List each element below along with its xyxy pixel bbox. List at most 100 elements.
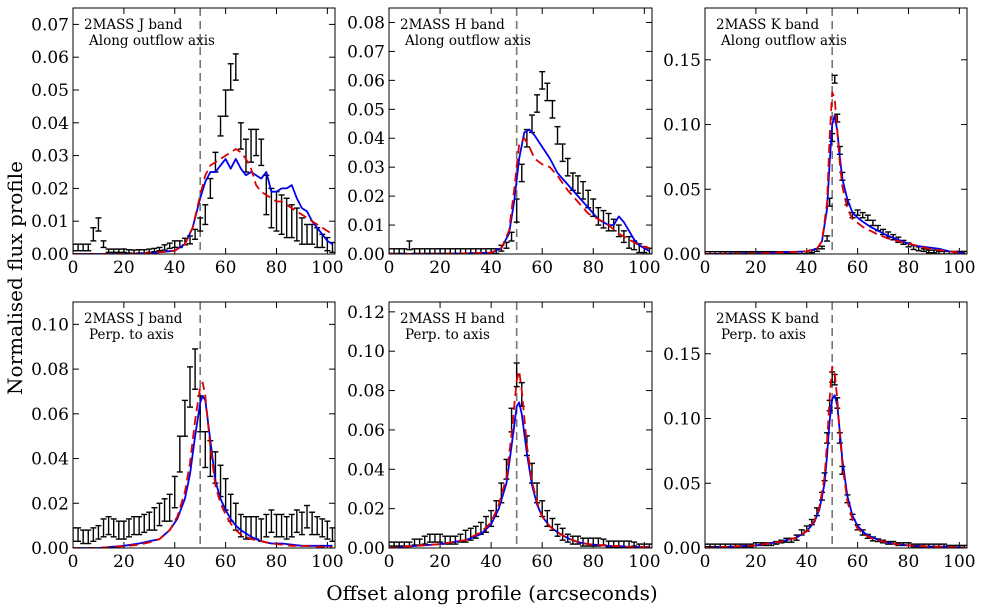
error-bar [574,175,581,194]
y-tick-label: 0.08 [347,382,385,402]
y-tick-label: 0.00 [347,539,385,559]
error-bar [171,240,178,249]
error-bar [268,509,275,534]
x-tick-label: 80 [898,258,920,278]
error-bar [411,248,418,254]
x-tick-label: 80 [582,258,604,278]
y-tick-label: 0.02 [347,187,385,207]
error-bar [605,212,612,232]
error-bar [237,122,244,150]
x-tick-label: 0 [68,552,79,572]
y-tick-label: 0.00 [31,539,69,559]
panel-label-line: 2MASS K band [716,17,819,33]
x-tick-label: 80 [582,552,604,572]
error-bar [232,53,239,81]
error-bar [73,243,76,252]
error-bar [600,209,607,229]
panel-4: 0.00 0.02 0.04 0.06 0.08 0.10 0 20 40 60 80 100 2MAS… [31,301,344,572]
y-tick-label: 0.05 [31,81,69,101]
model-solid-line [389,401,650,548]
error-bar [549,99,556,119]
error-bar [202,204,209,226]
error-bar [171,475,178,509]
error-bar [544,82,551,102]
error-bar [437,533,444,543]
error-bar [389,541,392,547]
x-tick-label: 20 [745,552,767,572]
x-tick-label: 60 [847,552,869,572]
error-bar [298,217,305,245]
error-bar [288,204,295,239]
error-bar [447,248,454,254]
x-tick-label: 0 [68,258,79,278]
error-bar [75,527,82,542]
error-bar [90,527,97,542]
error-bar [120,248,127,254]
error-bar [869,219,876,227]
y-tick-label: 0.02 [31,179,69,199]
error-bar [156,246,163,252]
error-bar [187,366,194,408]
error-bar [263,513,270,538]
error-bar [406,240,413,251]
model-solid-line [73,157,333,254]
y-tick-label: 0.00 [347,245,385,265]
panel-2: 0.00 0.01 0.02 0.03 0.04 0.05 0.06 0.07 0.08 0 20 4… [347,7,661,278]
x-tick-label: 60 [847,258,869,278]
error-bar [437,248,444,254]
error-bar [324,520,331,540]
error-bar [253,515,260,540]
error-bar [396,541,403,547]
y-tick-label: 0.07 [31,15,69,35]
error-bar [534,94,541,113]
x-tick-label: 20 [113,258,135,278]
panel-label-line: Perp. to axis [721,327,806,343]
x-tick-label: 40 [796,552,818,572]
error-bar [85,243,92,252]
y-axis-title: Normalised flux profile [3,161,27,395]
y-tick-label: 0.06 [347,71,385,91]
model-dashed-line [705,91,965,254]
error-bar [283,515,290,540]
panel-label-line: 2MASS K band [716,311,819,327]
y-tick-label: 0.05 [663,474,701,494]
error-bar [222,89,229,117]
plot-area [389,302,652,548]
error-bar [120,520,127,540]
y-tick-label: 0.00 [663,245,701,265]
x-tick-label: 60 [531,552,553,572]
panel-6: 0.00 0.05 0.10 0.15 0 20 40 60 80 100 2MASS K band… [663,301,976,572]
panel-label-line: 2MASS H band [400,311,505,327]
error-bar [319,518,326,538]
error-bar [452,535,459,545]
error-bar [304,504,311,529]
error-bar [95,217,102,232]
panel-label-line: Perp. to axis [405,327,490,343]
x-tick-label: 100 [311,258,343,278]
error-bar [110,518,117,538]
y-tick-label: 0.00 [31,245,69,265]
error-bar [595,206,602,226]
y-tick-label: 0.04 [31,114,69,134]
error-bar [600,538,607,546]
error-bar [421,535,428,545]
error-bar [80,529,87,545]
y-tick-label: 0.00 [663,539,701,559]
error-bar [227,63,234,91]
error-bar [75,243,82,252]
model-dashed-line [389,369,650,548]
error-bar [207,177,214,199]
error-bar [831,74,838,84]
x-tick-label: 0 [384,258,395,278]
y-tick-label: 0.10 [663,410,701,430]
error-bar [298,511,305,536]
error-bar [125,518,132,538]
plot-area [389,8,652,254]
error-bar [416,538,423,546]
error-bar [85,529,92,545]
x-tick-label: 60 [215,552,237,572]
y-tick-label: 0.08 [31,360,69,380]
panels: 0.00 0.01 0.02 0.03 0.04 0.05 0.06 0.07 0 20 40 60 8… [31,7,976,572]
error-bar [176,435,183,473]
